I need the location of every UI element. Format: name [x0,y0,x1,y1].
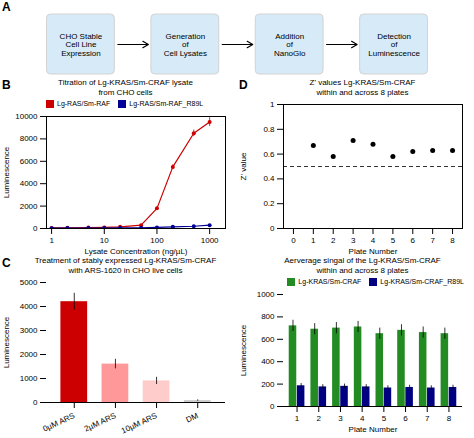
svg-text:2: 2 [317,414,322,423]
svg-text:DetectionofLuminescence: DetectionofLuminescence [368,32,420,59]
svg-text:1000: 1000 [257,290,275,299]
svg-text:GenerationofCell Lysates: GenerationofCell Lysates [164,32,207,59]
svg-text:0: 0 [33,398,38,407]
svg-text:5: 5 [391,236,396,245]
svg-text:6000: 6000 [20,157,38,166]
svg-text:Luminescence: Luminescence [2,146,11,198]
html-text:C: C [2,256,11,270]
html-text:Lg-RAS/Sm-RAF_R89L: Lg-RAS/Sm-RAF_R89L [129,99,204,107]
svg-text:200: 200 [261,380,275,389]
html-text:Titration of Lg-KRAS/Sm-CRAF l: Titration of Lg-KRAS/Sm-CRAF lysate from… [58,78,193,97]
svg-text:2: 2 [331,236,336,245]
html-text:B: B [2,78,11,92]
html-text:Treatment of stably expressed: Treatment of stably expressed Lg-KRAS/Sm… [34,256,217,275]
svg-text:100: 100 [150,236,164,245]
svg-text:Lysate Concentration (ng/µL): Lysate Concentration (ng/µL) [84,247,187,256]
svg-text:3: 3 [351,236,356,245]
html-text:Lg-KRAS/Sm-CRAF: Lg-KRAS/Sm-CRAF [298,277,362,285]
svg-text:3000: 3000 [20,326,38,335]
svg-text:0.2: 0.2 [263,199,275,208]
svg-text:6: 6 [411,236,416,245]
svg-text:CHO StableCell LineExpression: CHO StableCell LineExpression [60,32,103,59]
svg-text:7: 7 [425,414,430,423]
svg-text:4: 4 [371,236,376,245]
svg-text:400: 400 [261,357,275,366]
html-text:Z' values Lg-KRAS/Sm-CRAF with: Z' values Lg-KRAS/Sm-CRAF within and acr… [309,78,416,97]
svg-text:6: 6 [403,414,408,423]
svg-text:0µM ARS: 0µM ARS [42,411,77,434]
svg-text:4: 4 [360,414,365,423]
svg-text:1: 1 [295,414,300,423]
svg-text:0.4: 0.4 [263,174,275,183]
svg-text:4000: 4000 [20,302,38,311]
svg-text:10µM ARS: 10µM ARS [120,411,159,435]
svg-text:5000: 5000 [20,278,38,287]
svg-text:0: 0 [33,224,38,233]
svg-text:0.8: 0.8 [263,125,275,134]
html-text:Aerverage singal of the Lg-KRA: Aerverage singal of the Lg-KRAS/Sm-CRAF … [284,256,441,275]
svg-text:7: 7 [430,236,435,245]
svg-text:0.6: 0.6 [263,150,275,159]
html-text:D: D [239,78,248,92]
svg-text:2000: 2000 [20,202,38,211]
svg-text:DM: DM [185,411,200,425]
svg-text:Z' value: Z' value [239,152,248,180]
svg-text:Luminescence: Luminescence [2,316,11,368]
html-text:Lg-RAS/Sm-RAF: Lg-RAS/Sm-RAF [57,99,111,107]
svg-text:4000: 4000 [20,179,38,188]
svg-text:8000: 8000 [20,134,38,143]
svg-text:2000: 2000 [20,350,38,359]
svg-text:2µM ARS: 2µM ARS [83,411,118,434]
svg-text:10000: 10000 [15,112,38,121]
svg-text:0: 0 [291,236,296,245]
svg-text:8: 8 [450,236,455,245]
svg-text:1: 1 [311,236,316,245]
svg-text:3: 3 [338,414,343,423]
svg-text:AdditionofNanoGlo: AdditionofNanoGlo [274,32,306,59]
svg-text:0: 0 [270,224,275,233]
svg-text:8: 8 [447,414,452,423]
svg-text:1: 1 [49,236,54,245]
svg-text:600: 600 [261,335,275,344]
svg-text:1000: 1000 [20,374,38,383]
svg-text:1: 1 [270,100,275,109]
svg-text:10: 10 [100,236,109,245]
svg-text:Plate Number: Plate Number [349,247,398,256]
svg-text:Luminescence: Luminescence [239,324,248,376]
html-text:Lg-KRAS/Sm-CRAF_R89L: Lg-KRAS/Sm-CRAF_R89L [380,277,464,285]
html-text:A: A [2,0,11,14]
svg-text:Plate Number: Plate Number [349,425,398,434]
svg-text:0: 0 [270,402,275,411]
svg-text:800: 800 [261,312,275,321]
svg-text:5: 5 [382,414,387,423]
svg-text:1000: 1000 [201,236,219,245]
